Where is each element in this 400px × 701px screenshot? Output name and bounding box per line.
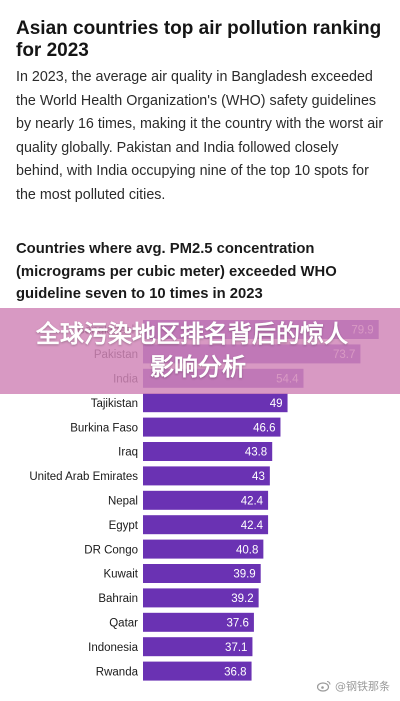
category-label-nepal: Nepal <box>108 496 138 508</box>
category-label-rwanda: Rwanda <box>96 666 139 678</box>
category-label-indonesia: Indonesia <box>88 642 138 654</box>
value-label-united-arab-emirates: 43 <box>252 471 265 483</box>
article-title: Asian countries top air pollution rankin… <box>16 18 382 61</box>
article-intro: In 2023, the average air quality in Bang… <box>16 69 384 203</box>
value-label-burkina-faso: 46.6 <box>253 422 275 434</box>
bar-burkina-faso <box>143 417 281 437</box>
category-label-dr-congo: DR Congo <box>84 544 138 556</box>
value-label-dr-congo: 40.8 <box>236 544 258 556</box>
category-label-burkina-faso: Burkina Faso <box>70 422 138 434</box>
value-label-bahrain: 39.2 <box>231 593 253 605</box>
bar-united-arab-emirates <box>143 466 270 486</box>
value-label-tajikistan: 49 <box>270 398 283 410</box>
value-label-indonesia: 37.1 <box>225 642 247 654</box>
bar-qatar <box>143 612 254 632</box>
category-label-qatar: Qatar <box>109 618 138 630</box>
category-label-kuwait: Kuwait <box>103 569 138 581</box>
category-label-tajikistan: Tajikistan <box>91 398 138 410</box>
bar-indonesia <box>143 637 253 657</box>
bar-iraq <box>143 442 273 461</box>
banner-headline-line1: 全球污染地区排名背后的惊人 <box>36 320 348 348</box>
value-label-nepal: 42.4 <box>241 496 264 508</box>
banner-headline-line2: 影响分析 <box>150 353 246 381</box>
chart-title: Countries where avg. PM2.5 concentration… <box>16 241 337 302</box>
watermark-text: @钢铁那条 <box>335 680 390 693</box>
weibo-icon <box>317 680 331 692</box>
bar-tajikistan <box>143 393 288 413</box>
value-label-iraq: 43.8 <box>245 447 267 459</box>
bar-nepal <box>143 490 269 510</box>
bar-egypt <box>143 515 269 535</box>
value-label-rwanda: 36.8 <box>224 666 246 678</box>
banner-overlay: 全球污染地区排名背后的惊人 影响分析 <box>0 308 400 394</box>
value-label-qatar: 37.6 <box>227 618 249 630</box>
bar-rwanda <box>143 661 252 681</box>
value-label-kuwait: 39.9 <box>233 569 255 581</box>
category-label-iraq: Iraq <box>118 447 138 459</box>
bar-kuwait <box>143 564 261 583</box>
watermark: @钢铁那条 <box>317 678 390 694</box>
category-label-bahrain: Bahrain <box>98 593 138 605</box>
category-label-united-arab-emirates: United Arab Emirates <box>29 471 138 483</box>
bar-bahrain <box>143 588 259 608</box>
category-label-egypt: Egypt <box>109 520 139 532</box>
bar-dr-congo <box>143 539 264 559</box>
value-label-egypt: 42.4 <box>241 520 264 532</box>
